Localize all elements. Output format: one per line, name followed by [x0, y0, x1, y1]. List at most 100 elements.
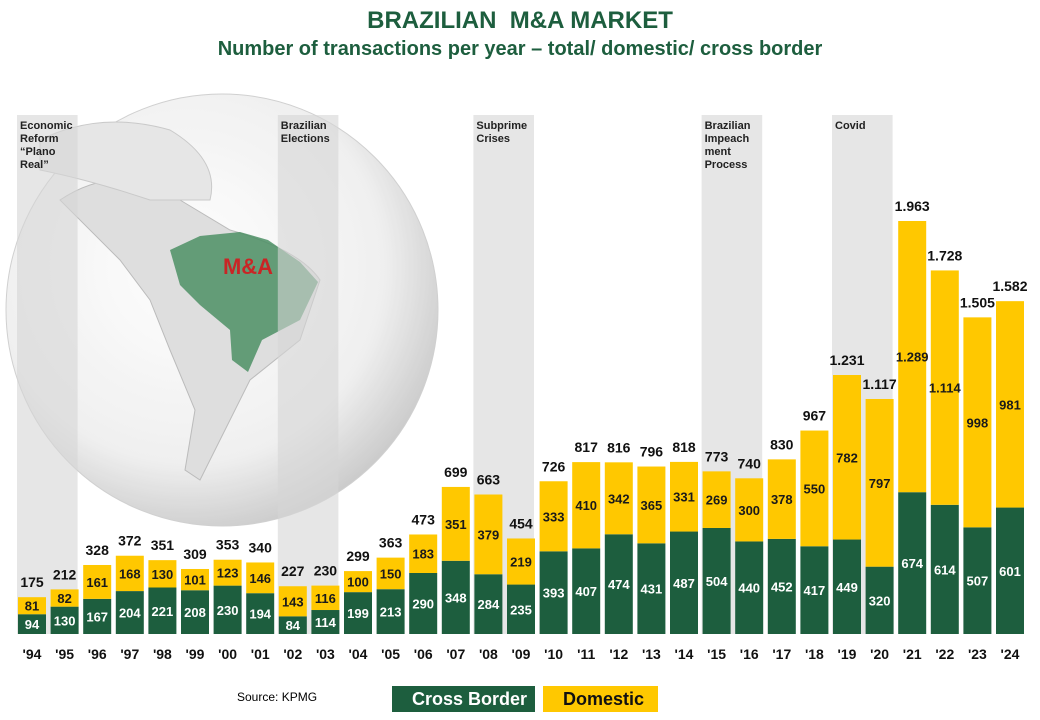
bar-segment	[311, 585, 340, 611]
x-tick-label: '23	[968, 646, 987, 662]
segment-label: 290	[412, 596, 434, 611]
segment-label: 213	[380, 605, 402, 620]
bar-segment	[507, 538, 535, 585]
segment-label: 81	[25, 599, 39, 614]
bar-segment	[181, 568, 209, 591]
bar-segment	[278, 616, 307, 634]
bar-segment	[376, 557, 405, 590]
event-label: Subprime Crises	[476, 120, 527, 145]
x-tick-label: '13	[642, 646, 661, 662]
x-tick-label: '06	[414, 646, 433, 662]
segment-label: 269	[706, 493, 728, 508]
x-tick-label: '21	[903, 646, 922, 662]
bar-segment	[963, 527, 992, 634]
bar-segment	[735, 541, 764, 634]
x-tick-label: '97	[120, 646, 139, 662]
event-label: Brazilian Elections	[281, 120, 330, 145]
bar-segment	[18, 614, 46, 634]
bar-segment	[604, 534, 633, 634]
x-tick-label: '01	[251, 646, 270, 662]
x-tick-label: '12	[609, 646, 628, 662]
total-label: 1.582	[992, 278, 1027, 294]
bar-segment	[344, 571, 372, 593]
bar-segment	[539, 551, 568, 634]
bar-segment	[50, 606, 79, 634]
bar-segment	[474, 494, 503, 575]
segment-label: 393	[543, 586, 565, 601]
x-tick-label: '94	[23, 646, 42, 662]
event-label-line: ment	[705, 146, 732, 158]
total-label: 175	[20, 574, 44, 590]
segment-label: 161	[86, 575, 108, 590]
bar-segment	[50, 589, 79, 607]
total-label: 309	[183, 546, 207, 562]
bar-segment	[213, 559, 242, 586]
bars: 94 81 175 '94 130 82 212 '95 167 161 328 '96 204 168 3…	[18, 198, 1028, 662]
bar-segment	[963, 317, 992, 528]
legend-label: Domestic	[563, 689, 644, 709]
segment-label: 431	[641, 582, 663, 597]
bar-segment	[767, 459, 796, 539]
bar-segment	[996, 301, 1024, 508]
event-label-line: Real”	[20, 159, 49, 171]
total-label: 699	[444, 464, 468, 480]
bar-segment	[213, 585, 242, 634]
x-tick-label: '24	[1001, 646, 1020, 662]
x-tick-label: '04	[349, 646, 368, 662]
segment-label: 417	[804, 583, 826, 598]
bar-segment	[767, 538, 796, 634]
event-label-line: Economic	[20, 120, 73, 132]
segment-label: 1.289	[896, 350, 929, 365]
segment-label: 230	[217, 603, 239, 618]
segment-label: 365	[641, 498, 663, 513]
segment-label: 219	[510, 555, 532, 570]
segment-label: 474	[608, 577, 630, 592]
bar-segment	[344, 592, 372, 634]
event-band	[17, 115, 78, 634]
map-label: M&A	[223, 254, 273, 279]
segment-label: 320	[869, 593, 891, 608]
total-label: 473	[412, 511, 436, 527]
total-label: 372	[118, 533, 142, 549]
x-tick-label: '05	[381, 646, 400, 662]
x-tick-label: '20	[870, 646, 889, 662]
segment-label: 550	[804, 481, 826, 496]
bar-segment	[865, 566, 894, 634]
event-label-line: Brazilian	[705, 120, 751, 132]
bar-segment	[441, 560, 470, 634]
segment-label: 208	[184, 605, 206, 620]
bar-segment	[670, 531, 698, 634]
segment-label: 235	[510, 602, 532, 617]
total-label: 230	[314, 563, 338, 579]
bar-segment	[572, 462, 601, 549]
segment-label: 440	[738, 581, 760, 596]
total-label: 1.963	[895, 198, 930, 214]
total-label: 328	[86, 542, 110, 558]
total-label: 726	[542, 458, 566, 474]
total-label: 351	[151, 537, 175, 553]
event-label: Economic Reform “Plano Real”	[20, 120, 73, 171]
x-tick-label: '99	[186, 646, 205, 662]
total-label: 212	[53, 566, 77, 582]
bar-segment	[83, 564, 112, 599]
bar-segment	[246, 593, 275, 634]
total-label: 1.117	[862, 376, 896, 392]
bar-segment	[637, 466, 666, 544]
total-label: 299	[346, 548, 370, 564]
bar-segment	[930, 270, 959, 505]
total-label: 830	[770, 436, 794, 452]
bar-segment	[996, 507, 1024, 634]
bar-segment	[409, 534, 438, 573]
segment-label: 130	[152, 567, 174, 582]
segment-label: 94	[25, 617, 40, 632]
x-tick-label: '08	[479, 646, 498, 662]
bar-segment	[702, 527, 731, 634]
bar-segment	[409, 572, 438, 634]
segment-label: 674	[901, 556, 923, 571]
event-label-line: Process	[705, 159, 748, 171]
bar-segment	[181, 590, 209, 634]
segment-label: 981	[999, 397, 1021, 412]
source: Source: KPMG	[237, 690, 317, 704]
segment-label: 82	[57, 591, 71, 606]
segment-label: 146	[249, 571, 271, 586]
